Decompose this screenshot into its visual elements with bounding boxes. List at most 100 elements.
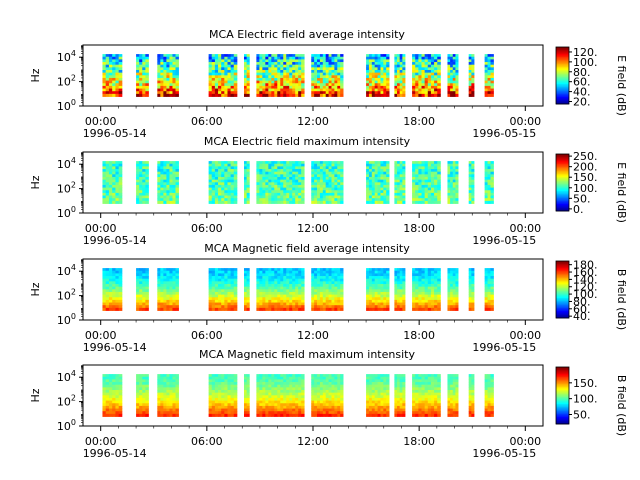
- heatmap-cell: [397, 59, 401, 63]
- heatmap-cell: [112, 294, 116, 298]
- heatmap-cell: [366, 302, 370, 306]
- heatmap-cell: [160, 77, 164, 81]
- heatmap-cell: [157, 268, 161, 272]
- heatmap-cell: [289, 69, 293, 74]
- heatmap-cell: [487, 91, 491, 95]
- heatmap-cell: [317, 56, 321, 60]
- heatmap-cell: [368, 278, 373, 282]
- heatmap-cell: [490, 171, 494, 175]
- heatmap-cell: [169, 379, 173, 383]
- heatmap-cell: [447, 85, 451, 89]
- heatmap-cell: [108, 278, 113, 282]
- heatmap-cell: [115, 179, 120, 183]
- heatmap-cell: [468, 88, 472, 92]
- colorbar-step: [556, 262, 569, 265]
- heatmap-cell: [455, 297, 459, 301]
- heatmap-cell: [430, 56, 435, 60]
- heatmap-cell: [145, 278, 149, 282]
- heatmap-cell: [380, 200, 384, 204]
- heatmap-cell: [380, 75, 384, 79]
- heatmap-cell: [331, 281, 335, 285]
- heatmap-cell: [317, 91, 321, 95]
- heatmap-cell: [366, 161, 370, 165]
- heatmap-cell: [224, 283, 228, 288]
- heatmap-cell: [434, 182, 438, 186]
- heatmap-cell: [434, 80, 438, 84]
- heatmap-cell: [298, 184, 302, 188]
- heatmap-cell: [437, 54, 441, 58]
- heatmap-cell: [277, 54, 281, 58]
- heatmap-cell: [397, 276, 401, 280]
- heatmap-cell: [450, 297, 454, 301]
- heatmap-cell: [331, 69, 335, 74]
- heatmap-cell: [452, 192, 456, 196]
- heatmap-cell: [418, 302, 422, 306]
- heatmap-cell: [265, 176, 269, 181]
- heatmap-cell: [102, 392, 107, 396]
- heatmap-cell: [208, 77, 213, 81]
- heatmap-cell: [455, 54, 459, 58]
- heatmap-cell: [224, 289, 228, 293]
- heatmap-cell: [244, 400, 248, 404]
- heatmap-cell: [450, 91, 454, 95]
- heatmap-cell: [437, 161, 441, 165]
- heatmap-cell: [484, 59, 488, 63]
- heatmap-cell: [311, 54, 315, 58]
- heatmap-cell: [328, 276, 332, 280]
- heatmap-cell: [430, 166, 435, 170]
- heatmap-cell: [256, 192, 260, 196]
- heatmap-cell: [394, 72, 398, 76]
- heatmap-cell: [437, 85, 441, 89]
- heatmap-cell: [136, 389, 140, 394]
- heatmap-cell: [221, 67, 225, 71]
- heatmap-cell: [386, 182, 390, 186]
- heatmap-cell: [268, 77, 272, 81]
- heatmap-cell: [371, 305, 376, 309]
- heatmap-cell: [377, 278, 381, 282]
- heatmap-cell: [157, 171, 161, 175]
- heatmap-cell: [383, 72, 387, 76]
- heatmap-cell: [218, 187, 222, 191]
- heatmap-cell: [487, 182, 491, 186]
- heatmap-cell: [374, 72, 378, 76]
- heatmap-cell: [317, 83, 321, 87]
- heatmap-cell: [274, 198, 278, 202]
- heatmap-cell: [455, 302, 459, 306]
- heatmap-cell: [214, 166, 219, 170]
- heatmap-cell: [145, 161, 149, 165]
- heatmap-cell: [418, 77, 422, 81]
- colorbar-step: [556, 276, 569, 279]
- heatmap-cell: [383, 77, 387, 81]
- heatmap-cell: [230, 182, 235, 186]
- heatmap-cell: [487, 276, 491, 280]
- heatmap-cell: [118, 299, 123, 303]
- heatmap-cell: [163, 174, 167, 178]
- heatmap-cell: [214, 161, 219, 165]
- heatmap-cell: [221, 374, 225, 378]
- heatmap-cell: [325, 174, 330, 178]
- heatmap-cell: [322, 302, 327, 306]
- heatmap-cell: [112, 198, 116, 202]
- heatmap-cell: [136, 91, 140, 95]
- heatmap-cell: [471, 67, 475, 71]
- heatmap-cell: [169, 395, 173, 399]
- heatmap-cell: [402, 278, 406, 282]
- heatmap-cell: [301, 195, 305, 199]
- heatmap-cell: [447, 294, 451, 298]
- heatmap-cell: [366, 299, 370, 303]
- heatmap-cell: [447, 291, 451, 295]
- heatmap-cell: [277, 307, 281, 311]
- heatmap-cell: [415, 278, 419, 282]
- heatmap-cell: [139, 281, 143, 285]
- heatmap-cell: [437, 179, 441, 183]
- heatmap-cell: [256, 93, 260, 97]
- heatmap-cell: [172, 67, 176, 71]
- heatmap-cell: [227, 195, 232, 199]
- heatmap-cell: [208, 161, 213, 165]
- heatmap-cell: [394, 286, 398, 290]
- heatmap-cell: [397, 182, 401, 186]
- heatmap-cell: [418, 268, 422, 272]
- heatmap-cell: [424, 171, 429, 175]
- heatmap-cell: [437, 67, 441, 71]
- heatmap-cell: [471, 80, 475, 84]
